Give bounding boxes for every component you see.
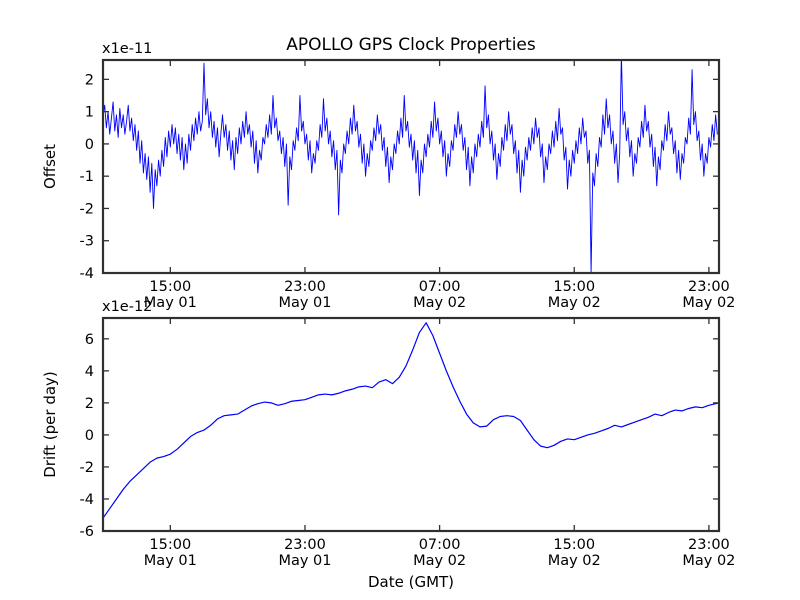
x-tick-label-time: 23:00 — [688, 279, 730, 295]
data-line-offset-panel — [103, 60, 718, 273]
x-tick-label-date: May 01 — [144, 553, 197, 569]
y-tick-label: -4 — [80, 492, 94, 508]
y-axis-exponent-label: x1e-12 — [102, 299, 152, 315]
y-tick-label: -4 — [80, 266, 94, 282]
y-tick-label: 6 — [85, 332, 94, 348]
axes-frame — [101, 58, 721, 275]
x-tick-label-date: May 02 — [413, 553, 466, 569]
chart-title: APOLLO GPS Clock Properties — [286, 35, 536, 55]
x-tick-label-date: May 02 — [682, 295, 735, 311]
x-tick-label-time: 15:00 — [149, 279, 191, 295]
x-tick-label-date: May 02 — [548, 553, 601, 569]
x-tick-label-date: May 02 — [548, 295, 601, 311]
axes-frame — [101, 316, 721, 533]
x-tick-label-time: 15:00 — [553, 537, 595, 553]
y-tick-label: 1 — [85, 105, 94, 121]
x-tick-label-date: May 02 — [682, 553, 735, 569]
data-layer — [103, 322, 719, 519]
y-tick-label: -2 — [80, 460, 94, 476]
x-tick-label-time: 23:00 — [284, 279, 326, 295]
x-tick-label-time: 07:00 — [419, 279, 461, 295]
x-tick-label-time: 15:00 — [553, 279, 595, 295]
y-tick-label: 2 — [85, 72, 94, 88]
x-tick-label-date: May 01 — [144, 295, 197, 311]
x-tick-label-date: May 01 — [278, 295, 331, 311]
data-line-drift-panel — [103, 322, 719, 519]
y-tick-label: -2 — [80, 201, 94, 217]
y-tick-label: 2 — [85, 396, 94, 412]
data-layer — [103, 60, 718, 273]
x-tick-label-date: May 02 — [413, 295, 466, 311]
y-tick-label: -6 — [80, 524, 94, 540]
x-tick-label-time: 23:00 — [284, 537, 326, 553]
x-tick-label-time: 23:00 — [688, 537, 730, 553]
x-tick-label-date: May 01 — [278, 553, 331, 569]
x-tick-label-time: 15:00 — [149, 537, 191, 553]
y-axis-label: Drift (per day) — [41, 371, 59, 478]
y-axis-exponent-label: x1e-11 — [102, 41, 152, 57]
y-tick-label: 4 — [85, 364, 94, 380]
x-tick-label-time: 07:00 — [419, 537, 461, 553]
x-axis-label: Date (GMT) — [368, 573, 454, 591]
y-tick-label: -3 — [80, 234, 94, 250]
y-tick-label: 0 — [85, 137, 94, 153]
y-axis-label: Offset — [41, 144, 59, 189]
y-tick-label: 0 — [85, 428, 94, 444]
y-tick-label: -1 — [80, 169, 94, 185]
